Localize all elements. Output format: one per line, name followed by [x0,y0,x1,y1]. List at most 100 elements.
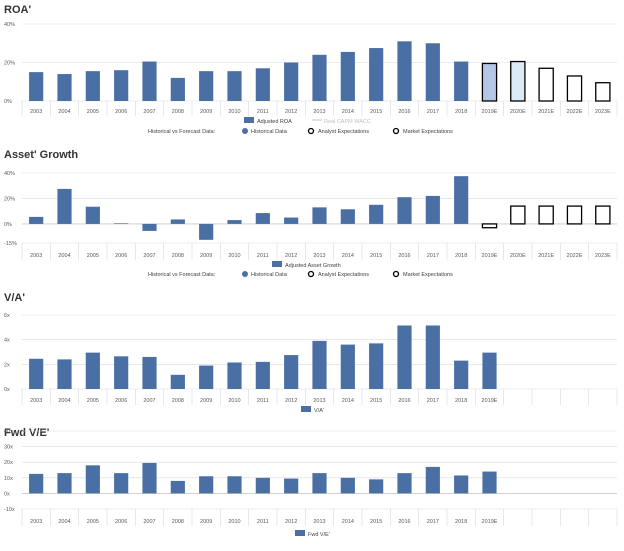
x-tick-label: 2015 [370,109,382,115]
x-tick-label: 2004 [58,109,70,115]
x-tick-label: 2016 [398,519,410,525]
fwd-ve-chart: 40x 30x 20x 10x 0x -10x 2003 2004 2005 2006 2007 20… [4,429,618,538]
x-tick-label: 2018 [455,519,467,525]
legend-swatch-adjusted-roa [244,117,254,123]
bar-market-expectations-2020E [510,205,526,225]
bar-v-a--2019E [482,352,497,389]
bar-adjusted-asset-growth-2006 [114,223,129,224]
x-tick-label: 2015 [370,398,382,404]
legend-hf-label: Historical vs Forecast Data: [148,129,216,135]
va-title: V/A' [4,292,25,304]
bar-adjusted-asset-growth-2004 [57,188,72,224]
x-tick-label: 2012 [285,398,297,404]
x-tick-label: 2019E [482,398,498,404]
bar-adjusted-asset-growth-2007 [142,223,157,231]
legend-label-asset-growth: Adjusted Asset Growth [285,263,341,269]
asset-growth-chart: 40% 20% 0% -15% 2003 2004 2005 2006 2007 2008 2009… [4,171,618,278]
x-tick-label: 2019E [482,253,498,259]
x-tick-label: 2018 [455,398,467,404]
x-tick-label: 2003 [30,253,42,259]
x-tick-label: 2017 [427,253,439,259]
fwd-ve-panel: Fwd V/E' 40x 30x 20x 10x 0x -10x 2003 2004 2005 2… [0,421,624,551]
x-tick-label: 2016 [398,109,410,115]
bar-market-expectations-2023E [595,205,611,225]
legend-historical-dot [242,271,248,277]
x-tick-label: 2017 [427,398,439,404]
bar-v-a--2007 [142,356,157,389]
y-tick-label: -15% [4,241,17,247]
bar-adjusted-roa-2015 [369,48,384,101]
bar-v-a--2014 [340,344,355,389]
bar-fwd-v-e--2013 [312,473,327,494]
y-tick-label: 10x [4,476,13,482]
x-tick-label: 2019E [482,109,498,115]
bar-market-expectations-2021E [538,67,554,102]
x-tick-label: 2008 [172,398,184,404]
x-tick-label: 2007 [143,109,155,115]
bar-adjusted-asset-growth-2014 [340,209,355,224]
bar-fwd-v-e--2004 [57,473,72,494]
x-tick-label: 2010 [228,519,240,525]
bar-fwd-v-e--2009 [199,476,214,494]
series-legend: Fwd V/E' [295,530,330,538]
bar-analyst-expectations-2019E [481,62,498,102]
bar-market-expectations-2022E [566,205,583,225]
x-tick-label: 2014 [342,398,354,404]
bar-v-a--2017 [425,325,440,389]
bar-adjusted-asset-growth-2008 [170,219,185,224]
bar-v-a--2009 [199,365,214,389]
x-tick-label: 2023E [595,253,611,259]
legend-market-circle [392,270,400,278]
x-tick-label: 2013 [313,109,325,115]
bar-adjusted-asset-growth-2017 [425,195,440,224]
x-tick-label: 2005 [87,109,99,115]
bar-v-a--2008 [170,374,185,389]
x-tick-label: 2010 [228,398,240,404]
bar-adjusted-asset-growth-2015 [369,204,384,224]
x-tick-label: 2008 [172,519,184,525]
legend-swatch [295,530,305,536]
bar-v-a--2005 [85,352,100,389]
y-tick-label: 40% [4,22,15,28]
asset-growth-panel: Asset' Growth 40% 20% 0% -15% 2003 2004 2005 20… [0,143,624,283]
legend-swatch [301,406,311,412]
x-tick-label: 2022E [567,109,583,115]
x-tick-label: 2016 [398,398,410,404]
x-tick-label: 2006 [115,253,127,259]
x-tick-label: 2006 [115,398,127,404]
x-tick-label: 2018 [455,109,467,115]
bar-adjusted-roa-2012 [284,62,299,101]
bar-v-a--2018 [454,360,469,389]
y-tick-label: 20% [4,196,15,202]
x-tick-label: 2007 [143,253,155,259]
x-tick-label: 2011 [257,398,269,404]
legend-swatch-asset-growth [272,261,282,267]
x-tick-label: 2009 [200,253,212,259]
bar-v-a--2015 [369,343,384,389]
legend-analyst-label: Analyst Expectations [318,129,369,135]
x-tick-label: 2005 [87,398,99,404]
bar-v-a--2011 [255,361,270,389]
y-tick-label: 0x [4,491,10,497]
x-tick-label: 2017 [427,109,439,115]
bar-fwd-v-e--2005 [85,465,100,494]
x-tick-label: 2011 [257,519,269,525]
y-tick-label: 20x [4,460,13,466]
bar-adjusted-roa-2014 [340,51,355,101]
x-tick-label: 2014 [342,109,354,115]
bar-fwd-v-e--2019E [482,471,497,494]
series-legend: Adjusted ROA Real CAPM WACC [244,117,371,125]
bar-adjusted-roa-2008 [170,77,185,101]
bar-v-a--2010 [227,362,242,389]
legend-historical-vs-forecast: Historical vs Forecast Data: Historical D… [148,270,453,278]
bar-fwd-v-e--2012 [284,478,299,494]
bar-fwd-v-e--2007 [142,462,157,494]
legend-label-wacc: Real CAPM WACC [324,119,371,125]
va-chart: 6x 4x 2x 0x 2003 2004 2005 2006 2007 2008 2009 2010… [4,313,618,414]
x-tick-label: 2008 [172,109,184,115]
bar-adjusted-roa-2006 [114,70,129,101]
legend-label-adjusted-roa: Adjusted ROA [257,119,292,125]
y-tick-label: 4x [4,338,10,344]
bar-fwd-v-e--2008 [170,480,185,494]
x-tick-label: 2003 [30,398,42,404]
